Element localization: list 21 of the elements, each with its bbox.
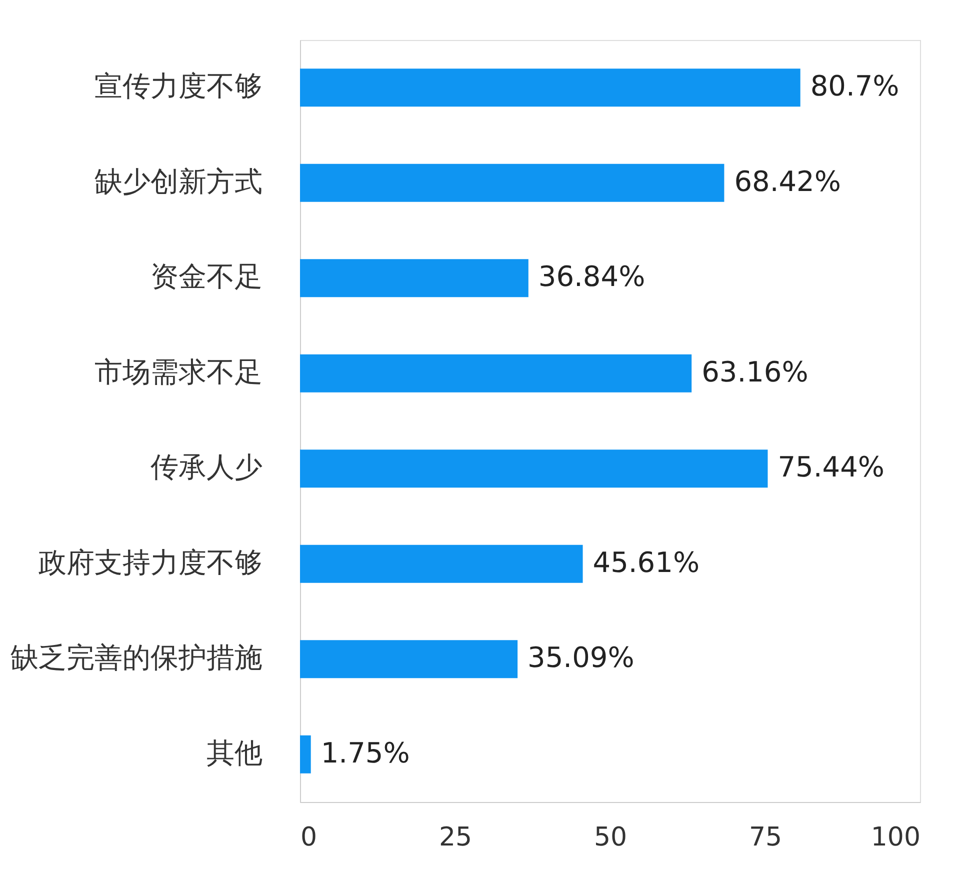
data-label: 75.44% bbox=[778, 450, 884, 484]
data-label: 68.42% bbox=[734, 164, 841, 198]
data-label: 35.09% bbox=[528, 641, 634, 674]
y-tick-label: 缺乏完善的保护措施 bbox=[10, 641, 262, 674]
x-tick-label: 25 bbox=[438, 822, 472, 852]
x-tick-label: 100 bbox=[870, 822, 920, 852]
data-label: 36.84% bbox=[538, 260, 646, 294]
y-tick-label: 其他 bbox=[206, 736, 262, 770]
y-tick-label: 市场需求不足 bbox=[94, 355, 262, 388]
data-label: 1.75% bbox=[320, 736, 410, 770]
data-label: 63.16% bbox=[702, 355, 808, 388]
x-tick-label: 75 bbox=[748, 822, 782, 852]
y-tick-label: 政府支持力度不够 bbox=[38, 546, 262, 579]
data-label: 45.61% bbox=[592, 546, 700, 579]
x-tick-label: 50 bbox=[594, 822, 628, 852]
x-tick-label: 0 bbox=[300, 822, 318, 852]
y-tick-label: 资金不足 bbox=[150, 260, 262, 294]
data-label: 80.7% bbox=[810, 70, 900, 103]
y-tick-label: 宣传力度不够 bbox=[94, 70, 262, 103]
y-tick-label: 传承人少 bbox=[150, 450, 262, 484]
y-tick-label: 缺少创新方式 bbox=[94, 164, 262, 198]
